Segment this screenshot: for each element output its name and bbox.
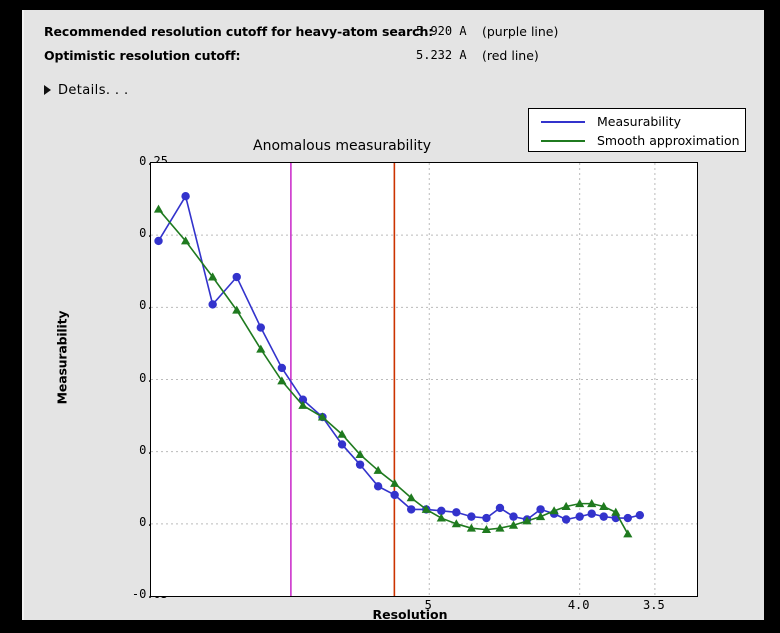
data-point xyxy=(298,400,308,409)
data-point xyxy=(536,505,545,514)
legend-swatch-icon xyxy=(541,120,585,123)
legend-entry: Smooth approximation xyxy=(529,131,745,150)
optimistic-cutoff-label: Optimistic resolution cutoff: xyxy=(44,48,241,63)
data-point xyxy=(482,513,491,523)
data-point xyxy=(509,512,518,521)
data-point xyxy=(407,505,416,514)
data-point xyxy=(466,523,476,532)
legend-entry: Measurability xyxy=(529,112,745,131)
legend-swatch-icon xyxy=(541,139,585,142)
data-point xyxy=(277,363,287,373)
x-axis-label: Resolution xyxy=(372,607,448,620)
data-point xyxy=(549,506,559,515)
data-point xyxy=(390,490,399,500)
data-point xyxy=(317,412,328,421)
data-point xyxy=(467,512,476,521)
data-point xyxy=(208,272,218,281)
details-disclosure[interactable]: Details. . . xyxy=(44,80,129,100)
series-line-measurability xyxy=(157,194,641,521)
data-point xyxy=(337,440,347,449)
plot-frame xyxy=(150,162,698,597)
data-point xyxy=(599,512,608,521)
optimistic-cutoff-row: Optimistic resolution cutoff: 5.232 A (r… xyxy=(22,48,764,68)
data-point xyxy=(355,449,365,459)
data-point xyxy=(232,305,242,314)
optimistic-cutoff-note: (red line) xyxy=(482,48,539,63)
data-point xyxy=(153,204,164,213)
data-point xyxy=(437,506,446,516)
data-point xyxy=(535,512,546,521)
plot-canvas xyxy=(151,163,697,596)
data-point xyxy=(561,501,571,510)
data-point xyxy=(373,482,383,491)
data-point xyxy=(406,493,416,502)
chart-title: Anomalous measurability xyxy=(253,138,431,154)
data-point xyxy=(373,465,383,474)
data-point xyxy=(355,460,365,469)
data-point xyxy=(635,510,645,520)
data-point xyxy=(232,272,241,282)
legend-label: Measurability xyxy=(597,114,682,129)
chart-legend: Measurability Smooth approximation xyxy=(528,108,746,152)
data-point xyxy=(180,236,191,245)
data-point xyxy=(495,503,505,513)
anomalous-measurability-chart: Anomalous measurability Measurability Re… xyxy=(22,10,764,620)
data-point xyxy=(575,499,585,508)
data-point xyxy=(154,236,163,246)
optimistic-cutoff-value: 5.232 A xyxy=(416,48,467,62)
data-point xyxy=(599,501,609,510)
data-point xyxy=(256,323,266,332)
recommended-cutoff-value: 5.920 A xyxy=(416,24,467,38)
data-point xyxy=(587,499,597,508)
data-point xyxy=(181,191,190,201)
x-tick-label: 4.0 xyxy=(567,598,590,612)
data-point xyxy=(421,504,431,513)
legend-label: Smooth approximation xyxy=(597,133,740,148)
details-label: Details. . . xyxy=(58,82,129,98)
data-point xyxy=(208,300,217,309)
data-point xyxy=(390,478,400,487)
data-point xyxy=(256,344,266,353)
data-point xyxy=(452,508,461,517)
data-point xyxy=(587,509,596,518)
data-point xyxy=(611,507,621,516)
recommended-cutoff-row: Recommended resolution cutoff for heavy-… xyxy=(22,24,764,44)
data-point xyxy=(277,376,287,385)
data-point xyxy=(481,525,492,534)
data-point xyxy=(508,520,519,529)
y-axis-label: Measurability xyxy=(54,310,70,405)
data-point xyxy=(561,515,571,524)
data-point xyxy=(623,529,633,538)
x-tick-label: 5 xyxy=(424,598,432,612)
data-point xyxy=(436,513,446,522)
anomalous-measurability-window: Recommended resolution cutoff for heavy-… xyxy=(22,10,764,620)
data-point xyxy=(522,516,532,525)
data-point xyxy=(337,429,347,438)
recommended-cutoff-label: Recommended resolution cutoff for heavy-… xyxy=(44,24,434,39)
x-tick-label: 3.5 xyxy=(643,598,665,612)
triangle-right-icon xyxy=(44,85,51,95)
data-point xyxy=(623,513,633,523)
data-point xyxy=(495,523,505,532)
data-point xyxy=(451,519,461,528)
recommended-cutoff-note: (purple line) xyxy=(482,24,559,39)
data-point xyxy=(575,512,584,521)
